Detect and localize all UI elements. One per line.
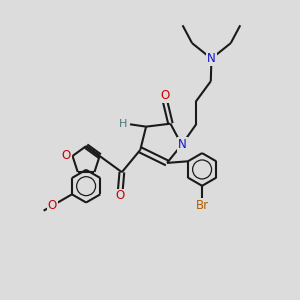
Text: Br: Br — [196, 199, 209, 212]
Text: O: O — [116, 190, 125, 202]
Text: O: O — [160, 89, 170, 102]
Text: O: O — [61, 149, 70, 163]
Text: O: O — [47, 199, 57, 212]
Text: N: N — [178, 138, 187, 151]
Text: N: N — [207, 52, 216, 65]
Text: H: H — [119, 119, 128, 129]
